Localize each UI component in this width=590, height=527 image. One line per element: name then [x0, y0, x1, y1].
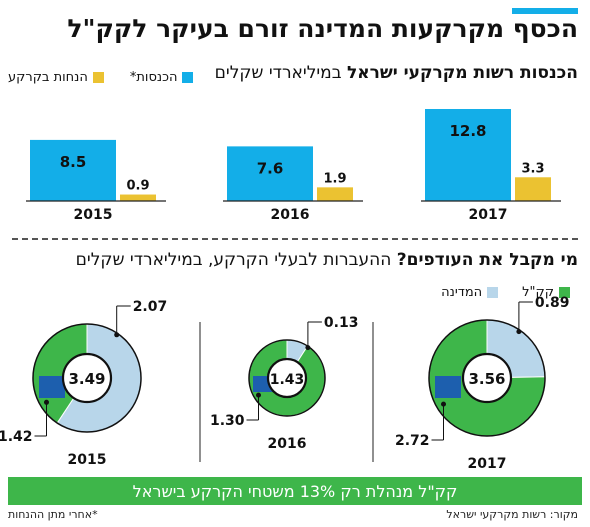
donut-kkl-value-2015: 1.42 [0, 429, 33, 445]
page-title: הכסף מקרקעות המדינה זורם בעיקר לקק"ל [67, 14, 578, 43]
legend-bottom: קק"ל המדינה [441, 285, 570, 300]
legend-kkl-label: קק"ל [522, 285, 554, 300]
bar-year-label-2016: 2016 [271, 207, 310, 223]
callout-state-dot-2015 [114, 332, 120, 338]
accent-bar [512, 8, 578, 14]
callout-kkl-dot-2016 [256, 392, 261, 398]
top-subtitle-bold: הכנסות רשות מקרקעי ישראל [346, 63, 578, 83]
bottom-subtitle-rest: ההעברות לבעלי הקרקע, במיליארדי שקלים [75, 250, 397, 270]
donut-year-label-2015: 2015 [68, 452, 107, 468]
top-subtitle: הכנסות רשות מקרקעי ישראל במיליארדי שקלים [215, 63, 578, 83]
donut-total-2016: 1.43 [270, 372, 305, 388]
donut-total-2015: 3.49 [68, 370, 105, 388]
donut-hole-2015 [61, 352, 113, 404]
donut-hole-2017 [461, 352, 513, 404]
bar-discount-2015 [120, 194, 156, 201]
donut-state-value-2016: 0.13 [324, 315, 359, 331]
bar-year-label-2015: 2015 [74, 207, 113, 223]
donut-outline-2015 [32, 323, 142, 433]
donut-year-label-2016: 2016 [268, 436, 307, 452]
donut-hole-2016 [266, 357, 308, 399]
bar-discount-2016 [317, 187, 353, 201]
legend-income-label: הכנסות* [129, 70, 178, 85]
legend-state-label: המדינה [441, 285, 483, 300]
bar-income-2017 [425, 109, 511, 201]
donut-state-value-2015: 2.07 [133, 299, 168, 315]
legend-discounts-label: הנחות בקרקע [8, 70, 88, 85]
bar-discount-label-2016: 1.9 [323, 171, 346, 186]
footer-note: *אחרי מתן ההנחות [8, 508, 98, 521]
bar-discount-label-2015: 0.9 [126, 179, 149, 194]
legend-state-swatch [487, 287, 499, 298]
donut-outline-2016 [248, 339, 326, 417]
legend-top: הכנסות* הנחות בקרקע [8, 70, 194, 85]
footer-source: מקור: רשות מקרקעי ישראל [446, 508, 578, 521]
callout-state-dot-2016 [305, 345, 311, 351]
donut-outline-2017 [428, 319, 546, 437]
tree-logo-icon-2017 [435, 376, 461, 398]
bar-income-label-2016: 7.6 [257, 159, 284, 177]
bar-income-2016 [227, 146, 313, 201]
donut-year-label-2017: 2017 [468, 456, 507, 472]
bar-income-label-2017: 12.8 [449, 122, 486, 140]
donut-kkl-value-2017: 2.72 [395, 433, 430, 449]
bottom-subtitle: מי מקבל את העודפים? ההעברות לבעלי הקרקע,… [76, 250, 578, 270]
legend-income-swatch [182, 72, 194, 83]
callout-state-dot-2017 [516, 329, 522, 335]
bar-income-label-2015: 8.5 [60, 153, 87, 171]
callout-kkl-dot-2017 [441, 401, 446, 407]
bar-discount-2017 [515, 177, 551, 201]
callout-kkl-dot-2015 [44, 399, 49, 405]
legend-discounts-swatch [92, 72, 104, 83]
banner: קק"ל מנהלת רק 13% משטחי הקרקע בישראל [8, 477, 582, 505]
tree-logo-icon-2015 [39, 376, 65, 398]
top-subtitle-rest: במיליארדי שקלים [214, 63, 347, 83]
donut-total-2017: 3.56 [468, 370, 505, 388]
bottom-subtitle-bold: מי מקבל את העודפים? [396, 250, 578, 270]
legend-kkl-swatch [559, 287, 570, 298]
section-divider [12, 238, 578, 240]
donut-kkl-value-2016: 1.30 [210, 413, 245, 429]
bar-year-label-2017: 2017 [469, 207, 508, 223]
bar-discount-label-2017: 3.3 [521, 161, 544, 176]
bar-income-2015 [30, 139, 116, 201]
donut-state-value-2017: 0.89 [535, 295, 570, 311]
